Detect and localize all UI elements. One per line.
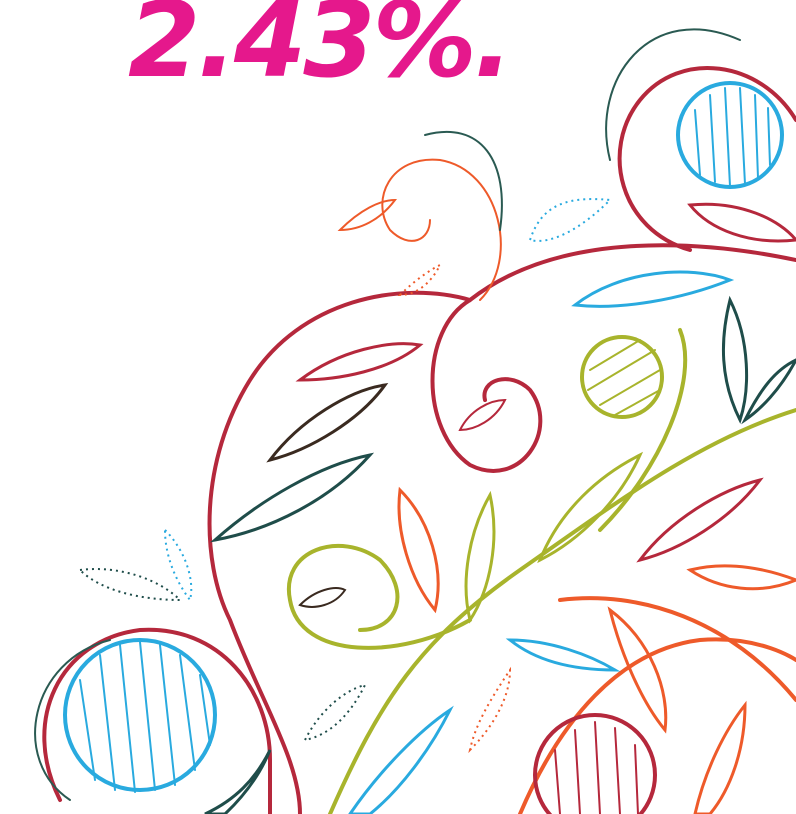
stem xyxy=(605,28,741,161)
leaves xyxy=(204,198,796,814)
stem xyxy=(207,243,796,814)
striped-circle xyxy=(580,335,664,419)
stem xyxy=(328,408,796,814)
stem xyxy=(34,639,111,801)
striped-circle xyxy=(63,638,217,793)
striped-circle xyxy=(533,713,657,814)
striped-circle xyxy=(676,81,784,189)
stem xyxy=(617,66,796,252)
stem xyxy=(518,637,796,814)
stem xyxy=(381,158,502,301)
stem xyxy=(598,328,688,532)
stem xyxy=(558,596,796,702)
stem xyxy=(286,543,472,650)
stem xyxy=(424,130,503,231)
dotted-sprigs xyxy=(77,198,613,754)
stem xyxy=(430,298,543,473)
headline: 2.43%. xyxy=(128,0,510,101)
stem xyxy=(42,627,272,814)
